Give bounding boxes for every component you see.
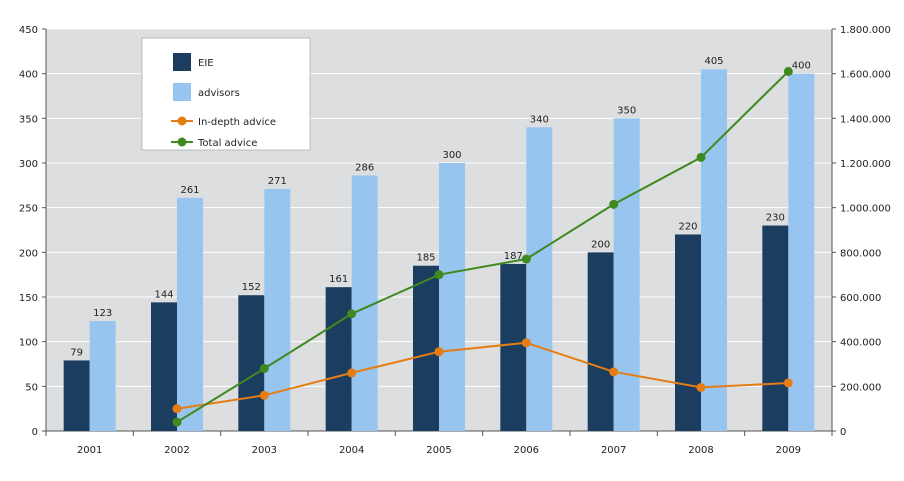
y-right-tick-label: 600.000 bbox=[840, 293, 881, 304]
data-label-eie: 230 bbox=[766, 213, 785, 224]
data-label-advisors: 300 bbox=[442, 150, 461, 161]
legend-label: Total advice bbox=[197, 138, 257, 149]
point-in-depth-advice-2007 bbox=[609, 367, 619, 377]
y-right-tick-label: 800.000 bbox=[840, 248, 881, 259]
x-tick-label: 2006 bbox=[514, 445, 539, 456]
data-label-eie: 187 bbox=[504, 251, 523, 262]
data-label-advisors: 271 bbox=[268, 176, 287, 187]
point-in-depth-advice-2009 bbox=[783, 378, 793, 388]
point-total-advice-2005 bbox=[434, 270, 444, 280]
legend-label: In-depth advice bbox=[198, 117, 276, 128]
data-label-eie: 200 bbox=[591, 239, 610, 250]
data-label-advisors: 405 bbox=[704, 56, 723, 67]
bar-eie-2006 bbox=[500, 263, 527, 431]
y-right-tick-label: 1.200.000 bbox=[840, 159, 891, 170]
point-total-advice-2003 bbox=[259, 363, 269, 373]
point-total-advice-2008 bbox=[696, 152, 706, 162]
data-label-advisors: 400 bbox=[792, 61, 811, 72]
legend-marker-2 bbox=[177, 116, 187, 126]
y-left-tick-label: 200 bbox=[19, 248, 38, 259]
point-total-advice-2007 bbox=[609, 199, 619, 209]
bar-advisors-2007 bbox=[613, 118, 640, 431]
point-in-depth-advice-2008 bbox=[696, 382, 706, 392]
bar-advisors-2002 bbox=[177, 197, 203, 431]
data-label-advisors: 286 bbox=[355, 163, 374, 174]
data-label-advisors: 350 bbox=[617, 105, 636, 116]
x-tick-label: 2008 bbox=[688, 445, 713, 456]
bar-eie-2008 bbox=[675, 234, 701, 431]
y-left-tick-label: 300 bbox=[19, 159, 38, 170]
point-in-depth-advice-2004 bbox=[347, 368, 357, 378]
bar-advisors-2005 bbox=[439, 163, 465, 431]
y-right-tick-label: 400.000 bbox=[840, 338, 881, 349]
legend-marker-3 bbox=[177, 137, 187, 147]
y-left-tick-label: 0 bbox=[32, 427, 38, 438]
data-label-eie: 161 bbox=[329, 274, 348, 285]
bar-eie-2003 bbox=[238, 295, 265, 431]
y-left-tick-label: 450 bbox=[19, 25, 38, 36]
y-left-tick-label: 50 bbox=[25, 382, 38, 393]
y-right-tick-label: 1.600.000 bbox=[840, 70, 891, 81]
point-total-advice-2006 bbox=[521, 254, 531, 264]
x-tick-label: 2003 bbox=[252, 445, 277, 456]
y-right-tick-label: 1.800.000 bbox=[840, 25, 891, 36]
x-tick-label: 2009 bbox=[776, 445, 801, 456]
y-left-tick-label: 400 bbox=[19, 70, 38, 81]
data-label-eie: 144 bbox=[154, 289, 173, 300]
x-tick-label: 2007 bbox=[601, 445, 626, 456]
y-right-tick-label: 1.400.000 bbox=[840, 114, 891, 125]
data-label-eie: 79 bbox=[70, 347, 83, 358]
legend-swatch-0 bbox=[173, 53, 191, 71]
data-label-advisors: 123 bbox=[93, 308, 112, 319]
y-right-tick-label: 1.000.000 bbox=[840, 204, 891, 215]
bar-advisors-2008 bbox=[701, 69, 727, 431]
legend-swatch-1 bbox=[173, 83, 191, 101]
data-label-eie: 220 bbox=[678, 221, 697, 232]
point-in-depth-advice-2002 bbox=[172, 404, 182, 414]
point-in-depth-advice-2005 bbox=[434, 347, 444, 357]
bar-eie-2007 bbox=[587, 252, 614, 431]
x-tick-label: 2004 bbox=[339, 445, 364, 456]
bar-advisors-2001 bbox=[89, 321, 116, 431]
data-label-eie: 152 bbox=[242, 282, 261, 293]
point-in-depth-advice-2003 bbox=[259, 390, 269, 400]
point-total-advice-2002 bbox=[172, 417, 182, 427]
bar-eie-2002 bbox=[151, 302, 177, 431]
bar-eie-2009 bbox=[762, 225, 789, 431]
bar-eie-2004 bbox=[325, 287, 352, 431]
point-total-advice-2009 bbox=[783, 66, 793, 76]
x-tick-label: 2005 bbox=[426, 445, 451, 456]
data-label-advisors: 261 bbox=[180, 185, 199, 196]
bar-eie-2005 bbox=[413, 265, 439, 431]
line-total-advice bbox=[176, 70, 790, 423]
point-in-depth-advice-2006 bbox=[521, 338, 531, 348]
y-left-tick-label: 350 bbox=[19, 114, 38, 125]
y-left-tick-label: 150 bbox=[19, 293, 38, 304]
legend-box bbox=[141, 37, 311, 151]
y-right-tick-label: 200.000 bbox=[840, 382, 881, 393]
data-label-advisors: 340 bbox=[530, 114, 549, 125]
x-tick-label: 2001 bbox=[77, 445, 102, 456]
bar-advisors-2009 bbox=[788, 73, 815, 432]
legend-label: advisors bbox=[198, 88, 240, 99]
line-in-depth-advice bbox=[176, 341, 789, 410]
y-left-tick-label: 250 bbox=[19, 204, 38, 215]
legend-label: EIE bbox=[198, 58, 214, 69]
point-total-advice-2004 bbox=[347, 309, 357, 319]
y-right-tick-label: 0 bbox=[840, 427, 846, 438]
data-label-eie: 185 bbox=[416, 253, 435, 264]
y-left-tick-label: 100 bbox=[19, 338, 38, 349]
x-tick-label: 2002 bbox=[164, 445, 189, 456]
bar-advisors-2006 bbox=[526, 127, 553, 432]
bar-eie-2001 bbox=[63, 360, 90, 431]
